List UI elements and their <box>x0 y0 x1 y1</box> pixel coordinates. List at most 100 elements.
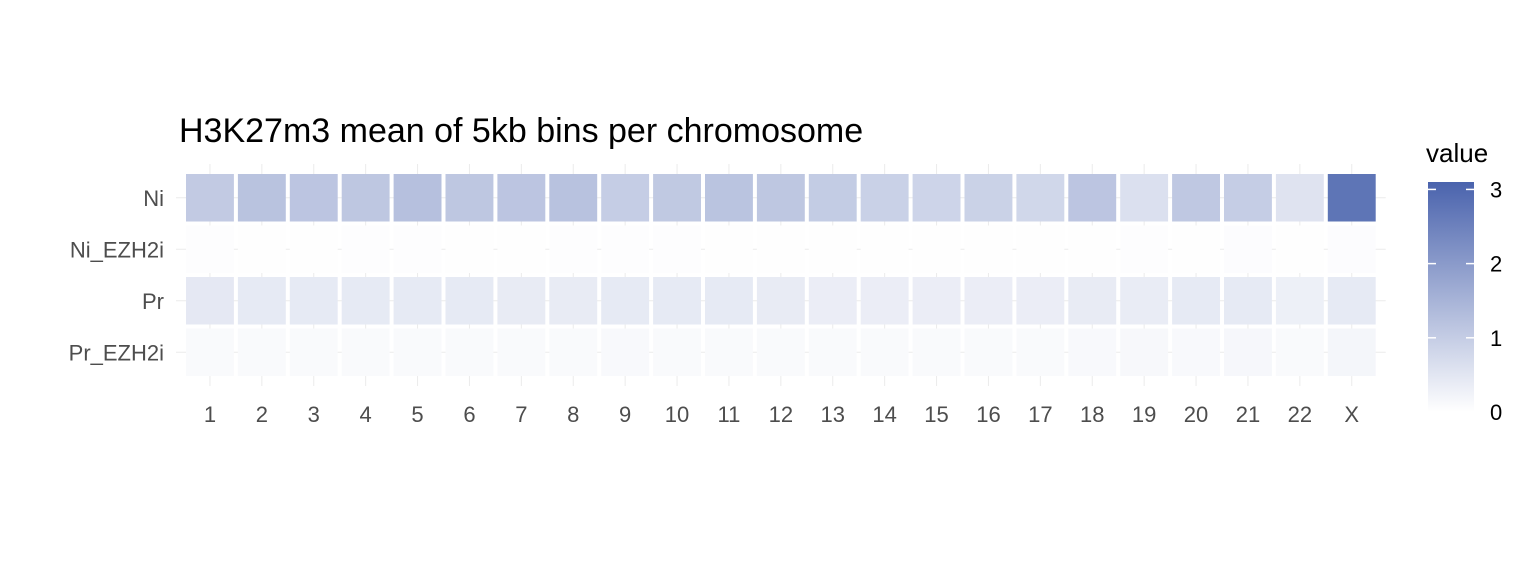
heatmap-tile-Ni-6: Ni / 6: 1.12 <box>445 174 494 222</box>
heatmap-tile-Ni-13: Ni / 13: 1.02 <box>808 174 857 222</box>
heatmap-tile-Pr_EZH2i-4: Pr_EZH2i / 4: 0.1 <box>341 328 390 376</box>
heatmap-tile-Pr_EZH2i-9: Pr_EZH2i / 9: 0.12 <box>601 328 650 376</box>
heatmap-tile-Pr-19: Pr / 19: 0.38 <box>1120 277 1169 325</box>
x-tick-label: 7 <box>515 402 527 427</box>
heatmap-tile-Pr-18: Pr / 18: 0.4 <box>1068 277 1117 325</box>
heatmap-tile-Ni_EZH2i-14: Ni_EZH2i / 14: 0.02 <box>860 225 909 273</box>
legend-tick-label: 3 <box>1490 177 1502 202</box>
heatmap-tile-Pr-22: Pr / 22: 0.3 <box>1275 277 1324 325</box>
x-tick-label: 8 <box>567 402 579 427</box>
heatmap-tile-Ni-3: Ni / 3: 1.15 <box>289 174 338 222</box>
heatmap-tile-Pr_EZH2i-6: Pr_EZH2i / 6: 0.1 <box>445 328 494 376</box>
heatmap-tile-Pr_EZH2i-7: Pr_EZH2i / 7: 0.1 <box>497 328 546 376</box>
heatmap-tile-Pr_EZH2i-13: Pr_EZH2i / 13: 0.1 <box>808 328 857 376</box>
heatmap-tile-Ni_EZH2i-6: Ni_EZH2i / 6: 0.02 <box>445 225 494 273</box>
x-tick-label: 14 <box>872 402 896 427</box>
heatmap-tile-Ni_EZH2i-X: Ni_EZH2i / X: 0.05 <box>1327 225 1376 273</box>
heatmap-tile-Pr-X: Pr / X: 0.42 <box>1327 277 1376 325</box>
legend-title: value <box>1426 138 1488 168</box>
heatmap-tile-Ni-22: Ni / 22: 0.55 <box>1275 174 1324 222</box>
legend-tick-label: 0 <box>1490 400 1502 425</box>
x-tick-label: 20 <box>1184 402 1208 427</box>
heatmap-tile-Pr-21: Pr / 21: 0.42 <box>1224 277 1272 325</box>
x-tick-label: 17 <box>1028 402 1052 427</box>
heatmap-tile-Ni-1: Ni / 1: 1.05 <box>186 174 234 222</box>
heatmap-tile-Ni-16: Ni / 16: 0.9 <box>964 174 1013 222</box>
heatmap-tile-Ni-20: Ni / 20: 1.1 <box>1172 174 1220 222</box>
heatmap-tile-Pr-20: Pr / 20: 0.42 <box>1172 277 1220 325</box>
heatmap-tile-Ni-8: Ni / 8: 1.22 <box>549 174 598 222</box>
heatmap-tile-Ni_EZH2i-8: Ni_EZH2i / 8: 0.03 <box>549 225 598 273</box>
heatmap-tile-Pr_EZH2i-17: Pr_EZH2i / 17: 0.1 <box>1016 328 1065 376</box>
y-axis: Ni Ni_EZH2i Pr Pr_EZH2i <box>69 186 164 366</box>
x-tick-label: 5 <box>411 402 423 427</box>
heatmap-tile-Pr_EZH2i-10: Pr_EZH2i / 10: 0.1 <box>653 328 701 376</box>
x-tick-label: 15 <box>924 402 948 427</box>
x-tick-label: 21 <box>1236 402 1260 427</box>
x-axis: 1 2 3 4 5 6 7 8 9 10 11 12 13 14 15 16 17 18 19 20 21 22 X <box>204 402 1360 427</box>
heatmap-tile-Ni_EZH2i-10: Ni_EZH2i / 10: 0.03 <box>653 225 701 273</box>
heatmap-tile-Pr-16: Pr / 16: 0.35 <box>964 277 1013 325</box>
heatmap-tile-Pr_EZH2i-12: Pr_EZH2i / 12: 0.1 <box>756 328 805 376</box>
x-tick-label: 16 <box>976 402 1000 427</box>
heatmap-tile-Pr_EZH2i-3: Pr_EZH2i / 3: 0.1 <box>289 328 338 376</box>
heatmap-tile-Pr_EZH2i-20: Pr_EZH2i / 20: 0.12 <box>1172 328 1220 376</box>
x-tick-label: 9 <box>619 402 631 427</box>
heatmap-tile-Pr_EZH2i-8: Pr_EZH2i / 8: 0.1 <box>549 328 598 376</box>
heatmap-tile-Pr_EZH2i-18: Pr_EZH2i / 18: 0.12 <box>1068 328 1117 376</box>
heatmap-tile-Pr-7: Pr / 7: 0.4 <box>497 277 546 325</box>
heatmap-tile-Ni_EZH2i-1: Ni_EZH2i / 1: 0.03 <box>186 225 234 273</box>
heatmap-tile-Pr_EZH2i-16: Pr_EZH2i / 16: 0.1 <box>964 328 1013 376</box>
y-tick-label: Pr_EZH2i <box>69 340 164 365</box>
heatmap-tile-Pr-9: Pr / 9: 0.42 <box>601 277 650 325</box>
x-tick-label: 1 <box>204 402 216 427</box>
heatmap-tile-Pr-14: Pr / 14: 0.35 <box>860 277 909 325</box>
heatmap-tile-Ni_EZH2i-13: Ni_EZH2i / 13: 0.02 <box>808 225 857 273</box>
heatmap-tile-Ni_EZH2i-22: Ni_EZH2i / 22: 0.02 <box>1275 225 1324 273</box>
heatmap-tile-Ni_EZH2i-20: Ni_EZH2i / 20: 0.02 <box>1172 225 1220 273</box>
heatmap-tile-Ni_EZH2i-17: Ni_EZH2i / 17: 0.02 <box>1016 225 1065 273</box>
heatmap-tile-Ni-15: Ni / 15: 0.85 <box>912 174 961 222</box>
heatmap-tile-Ni-X: Ni / X: 2.75 <box>1327 174 1376 222</box>
heatmap-tile-Ni_EZH2i-19: Ni_EZH2i / 19: 0.03 <box>1120 225 1169 273</box>
heatmap-tile-Ni-2: Ni / 2: 1.2 <box>237 174 286 222</box>
heatmap-tile-Ni-4: Ni / 4: 1.12 <box>341 174 390 222</box>
heatmap-tile-Ni_EZH2i-3: Ni_EZH2i / 3: 0.02 <box>289 225 338 273</box>
heatmap-tile-Pr-8: Pr / 8: 0.4 <box>549 277 598 325</box>
chart-title: H3K27m3 mean of 5kb bins per chromosome <box>179 112 863 150</box>
y-tick-label: Ni_EZH2i <box>70 237 164 262</box>
x-tick-label: 22 <box>1288 402 1312 427</box>
legend-ticks: 0 1 2 3 <box>1428 177 1502 425</box>
x-tick-label: 12 <box>769 402 793 427</box>
heatmap-tile-Ni_EZH2i-12: Ni_EZH2i / 12: 0.02 <box>756 225 805 273</box>
heatmap-tile-Ni_EZH2i-9: Ni_EZH2i / 9: 0.03 <box>601 225 650 273</box>
heatmap-tile-Ni-9: Ni / 9: 1 <box>601 174 650 222</box>
heatmap-tile-Ni-5: Ni / 5: 1.25 <box>393 174 442 222</box>
heatmap-tile-Ni_EZH2i-5: Ni_EZH2i / 5: 0.04 <box>393 225 442 273</box>
heatmap-tile-Pr-2: Pr / 2: 0.42 <box>237 277 286 325</box>
legend-tick-label: 1 <box>1490 326 1502 351</box>
heatmap-tile-Ni_EZH2i-18: Ni_EZH2i / 18: 0.02 <box>1068 225 1117 273</box>
heatmap-tile-Ni-21: Ni / 21: 1 <box>1224 174 1272 222</box>
legend: value 0 1 2 3 <box>1426 138 1502 425</box>
x-tick-label: 18 <box>1080 402 1104 427</box>
heatmap-tile-Ni_EZH2i-4: Ni_EZH2i / 4: 0.03 <box>341 225 390 273</box>
heatmap-tile-Pr_EZH2i-14: Pr_EZH2i / 14: 0.1 <box>860 328 909 376</box>
heatmap-tile-Pr-3: Pr / 3: 0.42 <box>289 277 338 325</box>
heatmap-tile-Ni_EZH2i-11: Ni_EZH2i / 11: 0.02 <box>705 225 753 273</box>
x-tick-label: 11 <box>718 402 741 427</box>
heatmap-tile-Pr-11: Pr / 11: 0.42 <box>705 277 753 325</box>
heatmap-tile-Pr-6: Pr / 6: 0.42 <box>445 277 494 325</box>
heatmap-tile-Ni_EZH2i-7: Ni_EZH2i / 7: 0.02 <box>497 225 546 273</box>
x-tick-label: 19 <box>1132 402 1156 427</box>
x-tick-label: 13 <box>821 402 845 427</box>
x-tick-label: 4 <box>360 402 372 427</box>
legend-colorbar <box>1428 182 1474 412</box>
heatmap-tile-Ni_EZH2i-15: Ni_EZH2i / 15: 0.02 <box>912 225 961 273</box>
x-tick-label: 3 <box>308 402 320 427</box>
tiles-layer: Ni / 1: 1.05Ni / 2: 1.2Ni / 3: 1.15Ni / … <box>186 174 1376 376</box>
heatmap-tile-Pr-15: Pr / 15: 0.35 <box>912 277 961 325</box>
heatmap-tile-Ni-10: Ni / 10: 1.08 <box>653 174 701 222</box>
heatmap-tile-Ni_EZH2i-2: Ni_EZH2i / 2: 0.02 <box>237 225 286 273</box>
